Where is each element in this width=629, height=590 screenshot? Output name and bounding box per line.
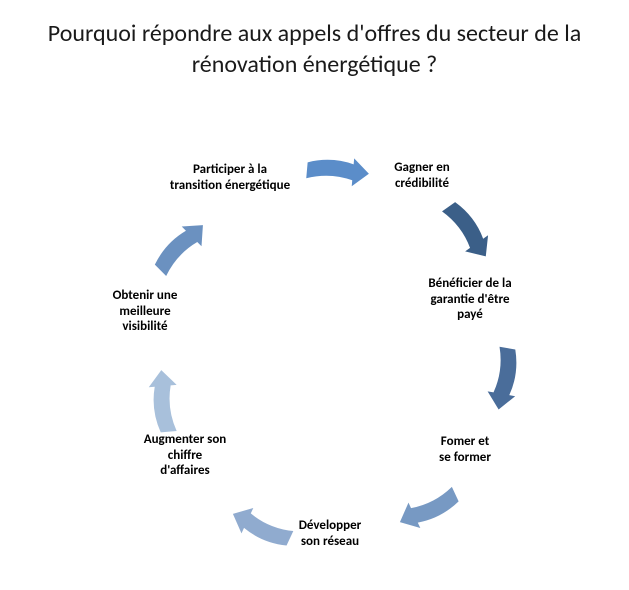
cycle-diagram: Participer à la transition énergétique G… xyxy=(0,100,629,590)
cycle-arrow-6 xyxy=(142,208,220,286)
node-label-2: Bénéficier de la garantie d'être payé xyxy=(400,276,540,323)
node-label-6: Obtenir une meilleure visibilité xyxy=(85,288,205,335)
cycle-arrow-2 xyxy=(479,340,529,418)
cycle-arrow-5 xyxy=(142,363,186,438)
cycle-arrow-4 xyxy=(220,495,301,560)
node-label-5: Augmenter son chiffre d'affaires xyxy=(120,432,250,479)
node-label-3: Fomer et se former xyxy=(410,434,520,465)
node-label-0: Participer à la transition énergétique xyxy=(150,162,310,193)
node-label-1: Gagner en crédibilité xyxy=(362,160,482,191)
cycle-arrow-0 xyxy=(300,149,375,193)
cycle-arrow-3 xyxy=(387,477,468,542)
cycle-arrow-1 xyxy=(432,191,504,272)
page-title: Pourquoi répondre aux appels d'offres du… xyxy=(0,0,629,80)
